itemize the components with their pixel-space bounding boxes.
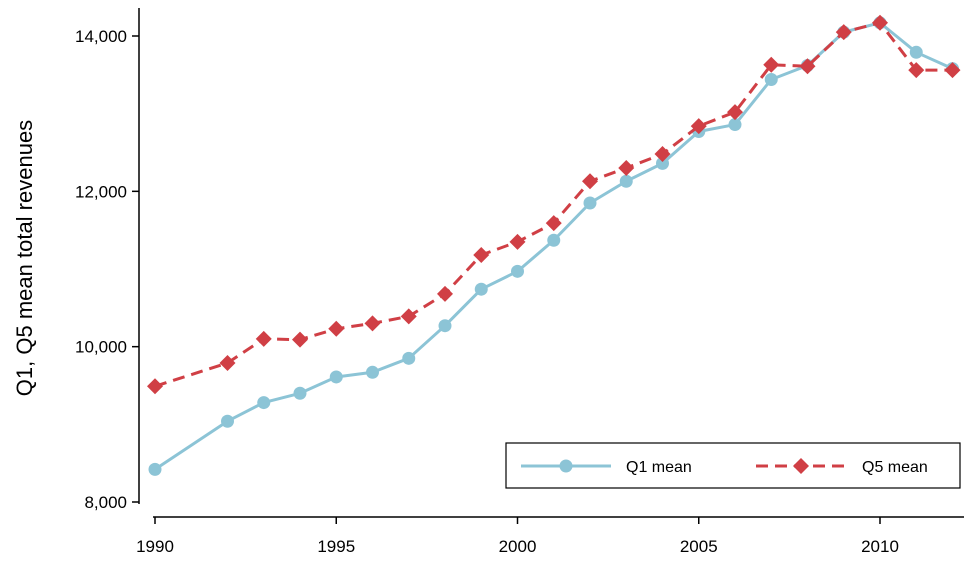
data-point-diamond bbox=[400, 308, 417, 325]
data-point-circle bbox=[583, 196, 597, 210]
data-point-diamond bbox=[545, 215, 562, 232]
data-point-circle bbox=[474, 282, 488, 296]
data-point-circle bbox=[909, 45, 923, 59]
x-tick-label: 1990 bbox=[136, 537, 174, 556]
data-point-circle bbox=[547, 233, 561, 247]
data-point-diamond bbox=[690, 118, 707, 135]
data-point-diamond bbox=[835, 24, 852, 41]
x-tick-label: 2010 bbox=[861, 537, 899, 556]
data-point-diamond bbox=[509, 233, 526, 250]
data-point-diamond bbox=[618, 160, 635, 177]
data-point-diamond bbox=[763, 56, 780, 73]
x-tick-label: 1995 bbox=[317, 537, 355, 556]
data-point-diamond bbox=[147, 378, 163, 395]
y-axis-title: Q1, Q5 mean total revenues bbox=[12, 120, 37, 396]
data-point-diamond bbox=[582, 173, 598, 190]
series-line bbox=[154, 21, 953, 388]
data-point-circle bbox=[148, 462, 162, 476]
legend-marker bbox=[793, 458, 809, 474]
data-point-diamond bbox=[219, 354, 236, 371]
data-point-circle bbox=[728, 118, 742, 132]
y-tick-label: 14,000 bbox=[75, 27, 127, 46]
legend-label: Q5 mean bbox=[862, 459, 928, 476]
data-point-circle bbox=[656, 156, 669, 170]
y-tick-label: 8,000 bbox=[84, 493, 127, 512]
series-group bbox=[147, 14, 961, 476]
series-2 bbox=[147, 14, 961, 395]
x-tick-label: 2000 bbox=[499, 537, 537, 556]
series-1 bbox=[148, 16, 959, 476]
axes: 8,000 10,000 12,000 14,000 1990 1995 2000 2005 2… bbox=[75, 8, 964, 556]
x-tick-label: 2005 bbox=[680, 537, 718, 556]
data-point-diamond bbox=[473, 247, 490, 264]
data-point-circle bbox=[402, 351, 416, 365]
data-point-diamond bbox=[872, 14, 888, 31]
data-point-diamond bbox=[328, 320, 345, 337]
data-point-circle bbox=[619, 174, 633, 188]
data-point-circle bbox=[366, 365, 379, 379]
data-point-circle bbox=[764, 72, 778, 86]
legend-label: Q1 mean bbox=[626, 459, 692, 476]
data-point-diamond bbox=[654, 146, 671, 163]
legend: Q1 mean Q5 mean bbox=[505, 442, 961, 489]
data-point-diamond bbox=[799, 58, 816, 75]
data-point-diamond bbox=[292, 331, 308, 348]
data-point-circle bbox=[511, 264, 524, 278]
y-tick-label: 12,000 bbox=[75, 182, 127, 201]
legend-marker bbox=[559, 459, 573, 473]
data-point-diamond bbox=[255, 330, 272, 347]
data-point-diamond bbox=[944, 62, 961, 79]
data-point-diamond bbox=[437, 285, 453, 302]
y-tick-label: 10,000 bbox=[75, 338, 127, 357]
data-point-circle bbox=[438, 319, 452, 333]
data-point-diamond bbox=[727, 104, 743, 121]
data-point-diamond bbox=[908, 62, 925, 79]
data-point-circle bbox=[293, 386, 307, 400]
data-point-diamond bbox=[364, 315, 381, 332]
data-point-circle bbox=[257, 396, 271, 410]
data-point-circle bbox=[221, 414, 234, 428]
data-point-circle bbox=[329, 370, 343, 384]
